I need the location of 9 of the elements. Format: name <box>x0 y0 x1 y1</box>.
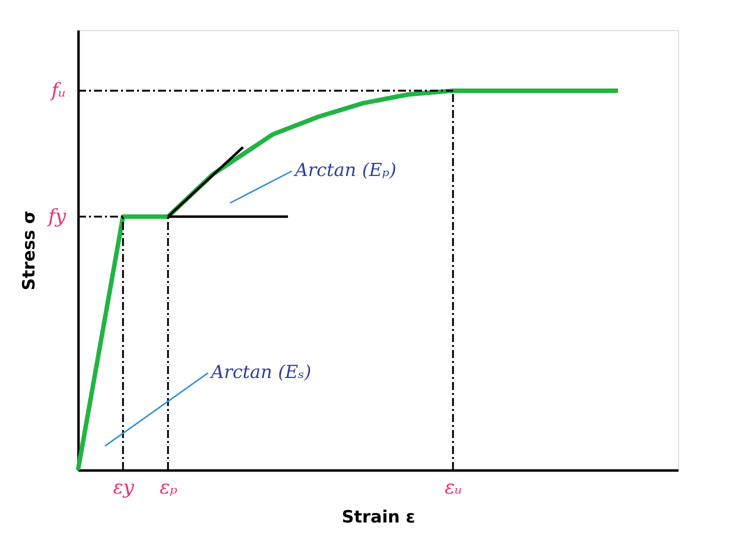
ref-line-label: fᵤ <box>49 80 66 102</box>
x-tick-label: εy <box>113 476 134 498</box>
ref-line-label: fy <box>46 206 66 228</box>
y-axis-title: Stress σ <box>20 210 40 290</box>
x-tick-label: εₚ <box>160 476 178 498</box>
x-axis-title: Strain ε <box>342 508 416 528</box>
x-tick-label: εᵤ <box>444 476 462 498</box>
annotation: Arctan (Eₛ) <box>209 362 312 383</box>
annotation: Arctan (Eₚ) <box>293 160 396 181</box>
